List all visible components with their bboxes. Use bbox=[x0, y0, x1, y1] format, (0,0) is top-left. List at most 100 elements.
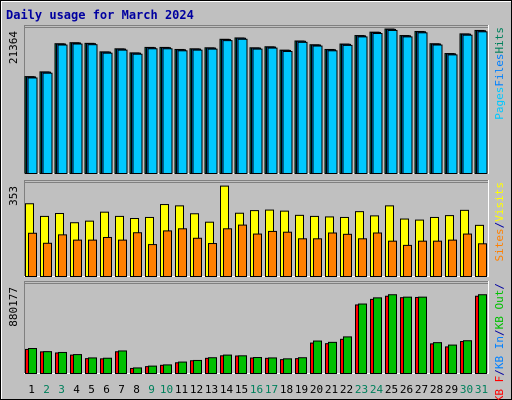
x-tick-label-day-8: 8 bbox=[133, 383, 140, 396]
bar-sites-day-31 bbox=[478, 243, 487, 278]
bar-sites-day-11 bbox=[178, 228, 187, 277]
x-tick-label-day-14: 14 bbox=[220, 383, 234, 396]
bar-pages-day-4 bbox=[72, 43, 83, 174]
bar-kb-out-day-13 bbox=[208, 357, 217, 375]
bar-pages-day-28 bbox=[432, 44, 443, 175]
bar-pages-day-11 bbox=[177, 50, 188, 175]
x-tick-label-day-19: 19 bbox=[295, 383, 308, 396]
bar-sites-day-7 bbox=[118, 239, 127, 277]
x-tick-label-day-3: 3 bbox=[58, 383, 65, 396]
bar-sites-day-22 bbox=[343, 233, 352, 278]
bar-pages-day-13 bbox=[207, 48, 218, 174]
bar-pages-day-1 bbox=[27, 77, 38, 174]
x-tick-label-day-18: 18 bbox=[280, 383, 293, 396]
bar-sites-day-2 bbox=[43, 242, 52, 277]
bar-sites-day-21 bbox=[328, 232, 337, 277]
bar-pages-day-16 bbox=[252, 48, 263, 174]
x-tick-label-day-21: 21 bbox=[325, 383, 338, 396]
bar-sites-day-10 bbox=[163, 230, 172, 277]
bar-pages-day-20 bbox=[312, 45, 323, 175]
legend-separator: / bbox=[493, 222, 506, 229]
bar-kb-out-day-1 bbox=[28, 348, 37, 374]
bar-pages-day-2 bbox=[42, 72, 53, 174]
bar-kb-out-day-18 bbox=[283, 358, 292, 374]
bar-kb-out-day-29 bbox=[448, 344, 457, 374]
bar-sites-day-16 bbox=[253, 233, 262, 277]
bar-kb-out-day-3 bbox=[58, 351, 67, 374]
bar-kb-out-day-22 bbox=[343, 336, 352, 375]
x-tick-label-day-11: 11 bbox=[175, 383, 188, 396]
bar-kb-out-day-17 bbox=[268, 357, 277, 375]
x-tick-label-day-25: 25 bbox=[385, 383, 398, 396]
bar-sites-day-30 bbox=[463, 233, 472, 277]
bar-pages-day-5 bbox=[87, 44, 98, 174]
bar-kb-out-day-24 bbox=[373, 297, 382, 374]
bar-pages-day-15 bbox=[237, 38, 248, 174]
bar-sites-day-15 bbox=[238, 224, 247, 278]
bar-sites-day-4 bbox=[73, 239, 82, 277]
bar-sites-day-24 bbox=[373, 232, 382, 277]
x-tick-label-day-31: 31 bbox=[475, 383, 488, 396]
legend-separator: / bbox=[493, 329, 506, 336]
bar-kb-out-day-26 bbox=[403, 296, 412, 374]
bar-kb-out-day-31 bbox=[478, 294, 487, 375]
bar-sites-day-5 bbox=[88, 239, 97, 277]
bar-kb-out-day-23 bbox=[358, 303, 367, 374]
bar-sites-day-8 bbox=[133, 232, 142, 278]
x-tick-label-day-6: 6 bbox=[103, 383, 110, 396]
bar-sites-day-25 bbox=[388, 240, 397, 277]
bar-pages-day-19 bbox=[297, 41, 308, 174]
bar-sites-day-29 bbox=[448, 239, 457, 277]
bar-pages-day-25 bbox=[387, 29, 398, 175]
bar-pages-day-22 bbox=[342, 44, 353, 174]
bar-pages-day-18 bbox=[282, 50, 293, 175]
bar-kb-out-day-14 bbox=[223, 354, 232, 374]
x-tick-label-day-28: 28 bbox=[430, 383, 443, 396]
bar-sites-day-3 bbox=[58, 234, 67, 278]
bar-pages-day-7 bbox=[117, 49, 128, 174]
bar-kb-out-day-7 bbox=[118, 350, 127, 375]
bar-sites-day-19 bbox=[298, 238, 307, 278]
bar-pages-day-9 bbox=[147, 48, 158, 174]
bar-pages-day-10 bbox=[162, 48, 173, 174]
x-tick-label-day-27: 27 bbox=[415, 383, 428, 396]
x-tick-label-day-30: 30 bbox=[460, 383, 473, 396]
x-tick-label-day-26: 26 bbox=[400, 383, 413, 396]
bar-sites-day-12 bbox=[193, 237, 202, 278]
bar-kb-out-day-10 bbox=[163, 364, 172, 374]
bar-pages-day-23 bbox=[357, 36, 368, 175]
bar-sites-day-13 bbox=[208, 243, 217, 277]
bar-kb-out-day-25 bbox=[388, 294, 397, 375]
bar-kb-out-day-12 bbox=[193, 359, 202, 375]
bar-pages-day-21 bbox=[327, 50, 338, 175]
x-tick-label-day-9: 9 bbox=[148, 383, 155, 396]
x-tick-label-day-22: 22 bbox=[340, 383, 353, 396]
legend-kb-f: KB F bbox=[493, 376, 506, 400]
bar-kb-out-day-21 bbox=[328, 341, 337, 375]
x-tick-label-day-4: 4 bbox=[73, 383, 80, 396]
x-tick-label-day-17: 17 bbox=[265, 383, 278, 396]
bar-kb-out-day-27 bbox=[418, 296, 427, 374]
bar-pages-day-6 bbox=[102, 52, 113, 174]
bar-sites-day-20 bbox=[313, 238, 322, 278]
bar-sites-day-23 bbox=[358, 238, 367, 278]
bar-kb-out-day-4 bbox=[73, 354, 82, 374]
legend-hits: Hits bbox=[493, 27, 506, 54]
chart-title: Daily usage for March 2024 bbox=[6, 8, 194, 22]
bar-kb-out-day-28 bbox=[433, 342, 442, 374]
panel-2-legend: Sites/Visits bbox=[493, 182, 506, 262]
legend-pages: Pages bbox=[493, 87, 506, 120]
panel-3-legend: KB F/KB In/KB Out/ bbox=[493, 283, 506, 400]
bar-kb-out-day-5 bbox=[88, 357, 97, 375]
bar-kb-out-day-19 bbox=[298, 357, 307, 375]
bar-kb-out-day-9 bbox=[148, 365, 157, 374]
panel-3-max-label: 880177 bbox=[7, 287, 20, 327]
bar-pages-day-27 bbox=[417, 32, 428, 174]
x-tick-label-day-1: 1 bbox=[28, 383, 35, 396]
legend-separator: / bbox=[493, 369, 506, 376]
bar-sites-day-17 bbox=[268, 230, 277, 277]
x-tick-label-day-20: 20 bbox=[310, 383, 323, 396]
bar-sites-day-1 bbox=[28, 232, 37, 278]
bar-pages-day-12 bbox=[192, 49, 203, 174]
